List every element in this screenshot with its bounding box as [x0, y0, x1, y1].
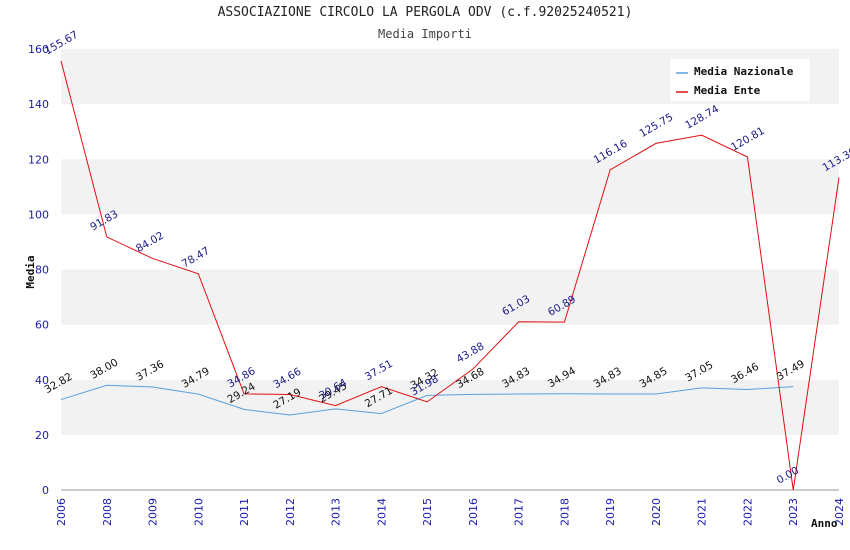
x-tick-label: 2006: [55, 498, 68, 526]
y-axis-ticks: 0 20 40 60 80 100 120 140 160: [28, 43, 49, 497]
data-label: 78.47: [180, 245, 212, 270]
x-tick-label: 2015: [421, 498, 434, 526]
legend: Media Nazionale Media Ente: [670, 59, 810, 101]
grid-band: [61, 159, 839, 215]
x-tick-label: 2011: [238, 498, 251, 526]
plot-background-bands: [61, 49, 839, 435]
data-label: 84.02: [134, 230, 166, 255]
legend-label-media-nazionale: Media Nazionale: [694, 65, 794, 78]
y-tick-label: 140: [28, 98, 49, 111]
y-tick-label: 160: [28, 43, 49, 56]
y-tick-label: 40: [35, 374, 49, 387]
x-axis-label: Anno: [811, 517, 838, 530]
x-tick-label: 2019: [604, 498, 617, 526]
y-tick-label: 120: [28, 153, 49, 166]
series-lines: [60, 60, 840, 491]
x-tick-label: 2020: [650, 498, 663, 526]
y-tick-label: 60: [35, 319, 49, 332]
x-axis-ticks: 2006 2008 2009 2010 2011 2012 2013 2014 2015 2016…: [55, 498, 846, 526]
x-tick-label: 2016: [467, 498, 480, 526]
series-line-media-nazionale: [60, 384, 794, 416]
x-tick-label: 2018: [558, 498, 571, 526]
y-tick-label: 100: [28, 208, 49, 221]
data-label: 120.81: [729, 125, 767, 154]
series-line-media-ente: [60, 60, 840, 491]
data-label: 38.00: [88, 356, 120, 381]
chart-subtitle: Media Importi: [378, 27, 472, 41]
y-tick-label: 20: [35, 429, 49, 442]
data-label: 0.00: [775, 465, 801, 487]
grid-band: [61, 379, 839, 435]
x-tick-label: 2014: [375, 498, 388, 526]
chart-title: ASSOCIAZIONE CIRCOLO LA PERGOLA ODV (c.f…: [217, 5, 633, 20]
x-tick-label: 2008: [101, 498, 114, 526]
x-tick-label: 2013: [330, 498, 343, 526]
x-tick-label: 2009: [147, 498, 160, 526]
grid-band: [61, 269, 839, 325]
data-label: 37.49: [775, 358, 807, 383]
x-tick-label: 2021: [696, 498, 709, 526]
legend-label-media-ente: Media Ente: [694, 84, 761, 97]
legend-box: [670, 59, 810, 101]
data-label: 125.75: [637, 111, 675, 140]
x-tick-label: 2017: [513, 498, 526, 526]
data-label: 128.74: [683, 103, 721, 132]
x-tick-label: 2023: [787, 498, 800, 526]
x-tick-label: 2024: [833, 498, 846, 526]
data-label: 43.88: [454, 340, 486, 365]
x-tick-label: 2012: [284, 498, 297, 526]
data-label: 37.51: [363, 358, 395, 383]
y-tick-label: 80: [35, 264, 49, 277]
y-axis-label: Media: [24, 255, 37, 288]
x-tick-label: 2022: [741, 498, 754, 526]
x-tick-label: 2010: [192, 498, 205, 526]
y-tick-label: 0: [42, 484, 49, 497]
